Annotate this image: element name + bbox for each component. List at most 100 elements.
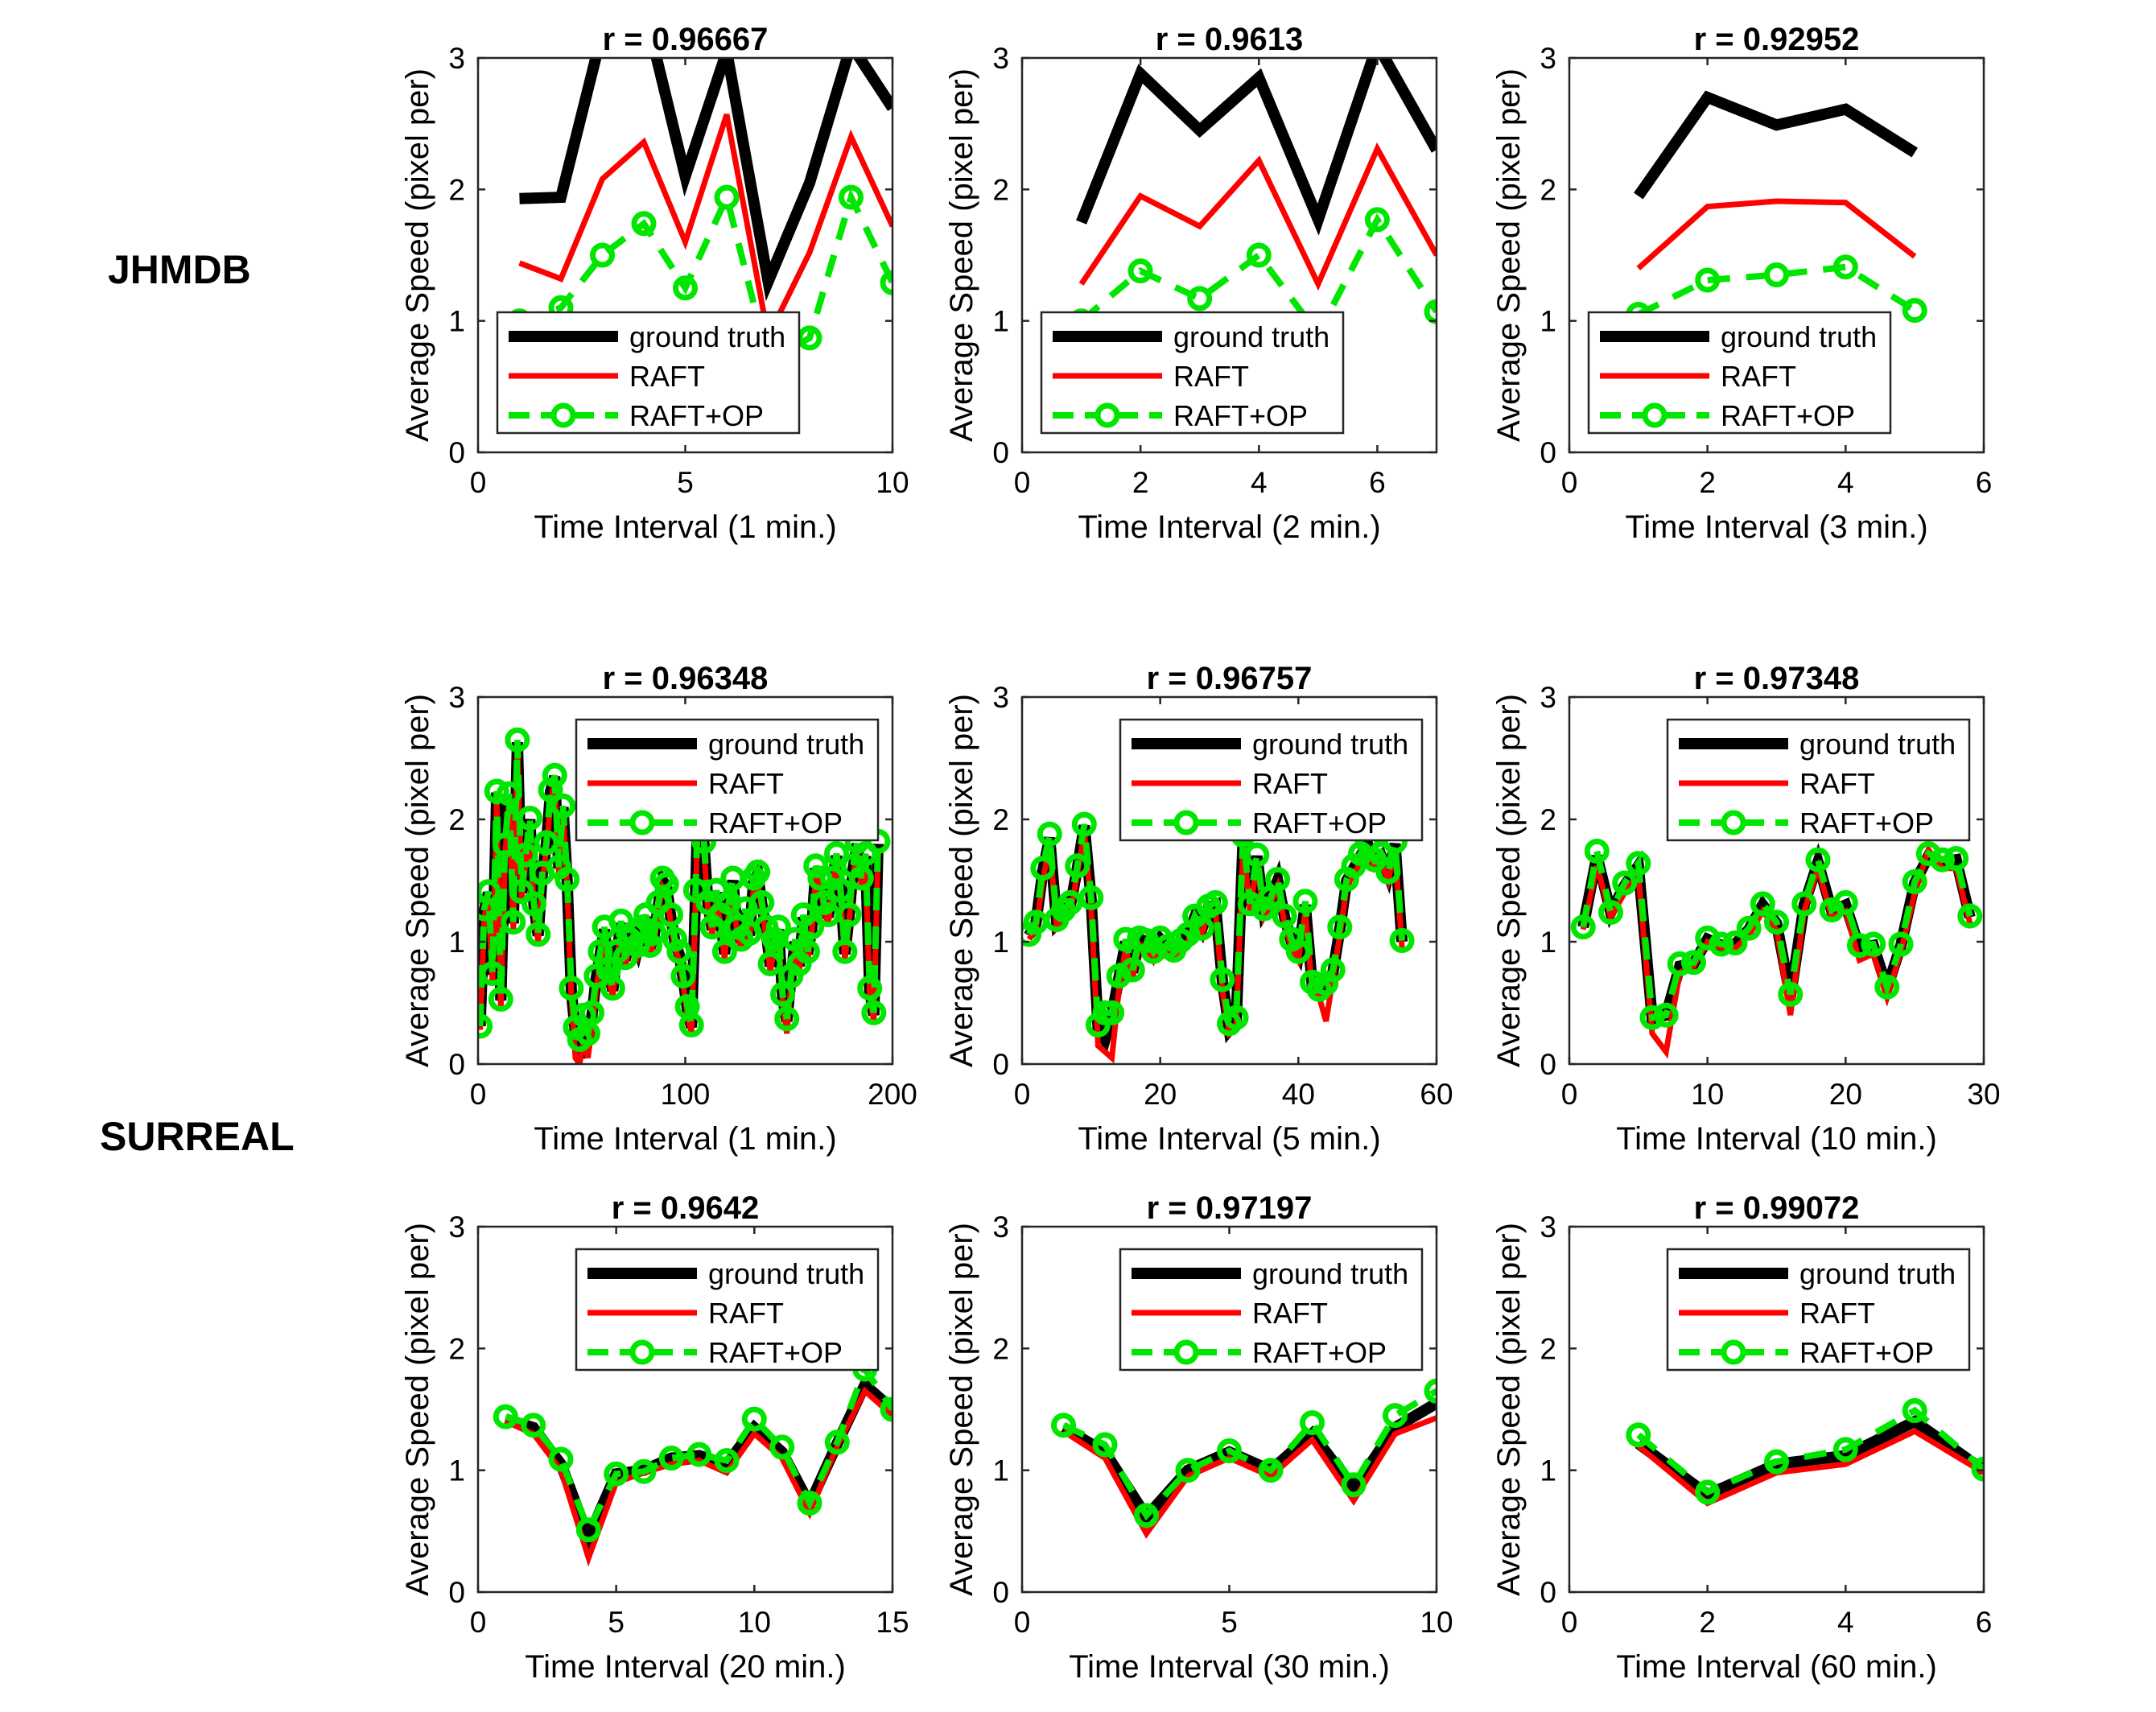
data-point-op <box>521 1413 546 1438</box>
x-tick-label: 10 <box>1691 1078 1724 1111</box>
chart-title: r = 0.96667 <box>603 22 769 57</box>
x-tick-label: 40 <box>1282 1078 1315 1111</box>
x-tick-label: 5 <box>1221 1606 1238 1639</box>
data-point-op <box>1709 931 1734 957</box>
x-tick-label: 6 <box>1369 466 1386 499</box>
data-point-op <box>1764 262 1789 287</box>
data-point-op <box>1246 242 1272 268</box>
legend-label: RAFT+OP <box>1173 399 1308 432</box>
legend-marker <box>629 1339 655 1365</box>
series-line-raft <box>1636 198 1917 270</box>
y-axis-label: Average Speed (pixel per) <box>400 68 435 442</box>
data-point-op <box>1099 1000 1125 1025</box>
data-point-op <box>1764 1449 1789 1475</box>
series-line-op <box>1079 212 1437 340</box>
data-point-op <box>711 939 737 964</box>
y-tick-label: 0 <box>1540 1048 1556 1081</box>
chart-title: r = 0.92952 <box>1694 22 1860 57</box>
data-point-op <box>769 1434 795 1460</box>
data-point-op <box>538 778 563 802</box>
data-point-op <box>1364 207 1390 233</box>
data-point-op <box>1695 1479 1721 1505</box>
data-point-op <box>714 1448 740 1474</box>
data-point-op <box>1722 930 1748 955</box>
legend-marker <box>1173 810 1199 835</box>
data-point-op <box>1375 859 1401 885</box>
legend-label: RAFT+OP <box>1799 806 1934 839</box>
legend-label: RAFT <box>708 1297 784 1330</box>
data-point-op <box>803 853 829 879</box>
data-point-op <box>1285 939 1311 964</box>
data-point-op <box>857 976 883 1001</box>
chart-panel-8: 0 5 10 0 1 2 3 r = 0.97197 Time Interval (30 min… <box>944 1190 1453 1685</box>
series-line-op <box>1580 848 1973 1021</box>
chart-title: r = 0.96348 <box>603 661 769 696</box>
series-line-op <box>1637 263 1917 318</box>
data-point-op <box>1667 951 1692 976</box>
chart-panel-5: 0 20 40 60 0 1 2 3 r = 0.96757 Time Interval (5 m… <box>944 661 1453 1157</box>
data-point-op <box>590 242 615 268</box>
y-tick-label: 2 <box>1540 173 1556 206</box>
y-tick-label: 1 <box>448 1454 465 1487</box>
data-point-op <box>848 865 874 891</box>
data-point-op <box>799 914 825 940</box>
data-point-op <box>714 184 740 210</box>
x-tick-label: 0 <box>470 1606 487 1639</box>
legend: ground truth RAFT RAFT+OP <box>1666 718 1971 842</box>
data-point-op <box>1847 933 1872 959</box>
data-point-op <box>1861 931 1886 957</box>
y-tick-label: 0 <box>992 436 1009 469</box>
chart-panel-1: 0 5 10 0 1 2 3 r = 0.96667 Time Interval (1 min.… <box>400 22 909 545</box>
data-point-op <box>678 1012 704 1038</box>
legend-label: ground truth <box>1173 320 1329 353</box>
data-point-op <box>554 867 580 892</box>
y-tick-label: 0 <box>1540 1576 1556 1609</box>
legend-marker <box>1721 1339 1746 1365</box>
data-point-op <box>1791 891 1817 917</box>
y-axis-label: Average Speed (pixel per) <box>944 694 979 1067</box>
data-point-op <box>686 1442 712 1467</box>
data-point-op <box>1187 286 1213 311</box>
data-point-op <box>880 270 892 295</box>
data-point-op <box>749 889 775 915</box>
data-point-op <box>1071 811 1097 837</box>
data-point-op <box>488 986 513 1012</box>
data-point-op <box>832 939 858 964</box>
series-line-gt <box>1076 58 1437 236</box>
data-point-op <box>1639 1005 1665 1030</box>
data-point-op <box>828 877 854 903</box>
y-tick-label: 2 <box>992 173 1009 206</box>
legend-label: ground truth <box>708 1257 864 1290</box>
x-tick-label: 0 <box>470 1078 487 1111</box>
y-tick-label: 1 <box>448 926 465 959</box>
legend: ground truth RAFT RAFT+OP <box>1040 311 1345 435</box>
chart-title: r = 0.96757 <box>1147 661 1313 696</box>
plot-frame <box>1568 695 1985 1066</box>
data-point-op <box>1930 847 1955 873</box>
x-tick-label: 30 <box>1967 1078 2000 1111</box>
data-point-op <box>811 889 837 915</box>
series-line-op <box>1062 1388 1437 1521</box>
data-point-op <box>666 939 692 964</box>
data-point-op <box>1175 1458 1201 1483</box>
y-tick-label: 3 <box>1540 1211 1556 1244</box>
series-line-raft <box>1062 1415 1437 1539</box>
data-point-op <box>1626 851 1651 877</box>
data-point-op <box>1570 914 1596 940</box>
data-point-op <box>1832 254 1858 280</box>
data-point-op <box>583 963 609 989</box>
y-tick-label: 0 <box>992 1048 1009 1081</box>
y-tick-label: 2 <box>448 173 465 206</box>
chart-panel-3: 0 2 4 6 0 1 2 3 r = 0.92952 Time Interval (3 min.… <box>1491 22 1992 545</box>
data-point-op <box>484 778 509 804</box>
x-tick-label: 10 <box>876 466 909 499</box>
y-tick-label: 3 <box>1540 681 1556 714</box>
data-point-op <box>765 914 791 940</box>
y-tick-label: 0 <box>1540 436 1556 469</box>
data-point-op <box>1030 856 1056 881</box>
x-axis-label: Time Interval (30 min.) <box>1069 1649 1390 1685</box>
plot-frame <box>1020 695 1438 1066</box>
data-point-op <box>1874 974 1900 1000</box>
data-point-op <box>1078 885 1104 910</box>
legend-label: RAFT <box>1799 767 1875 800</box>
